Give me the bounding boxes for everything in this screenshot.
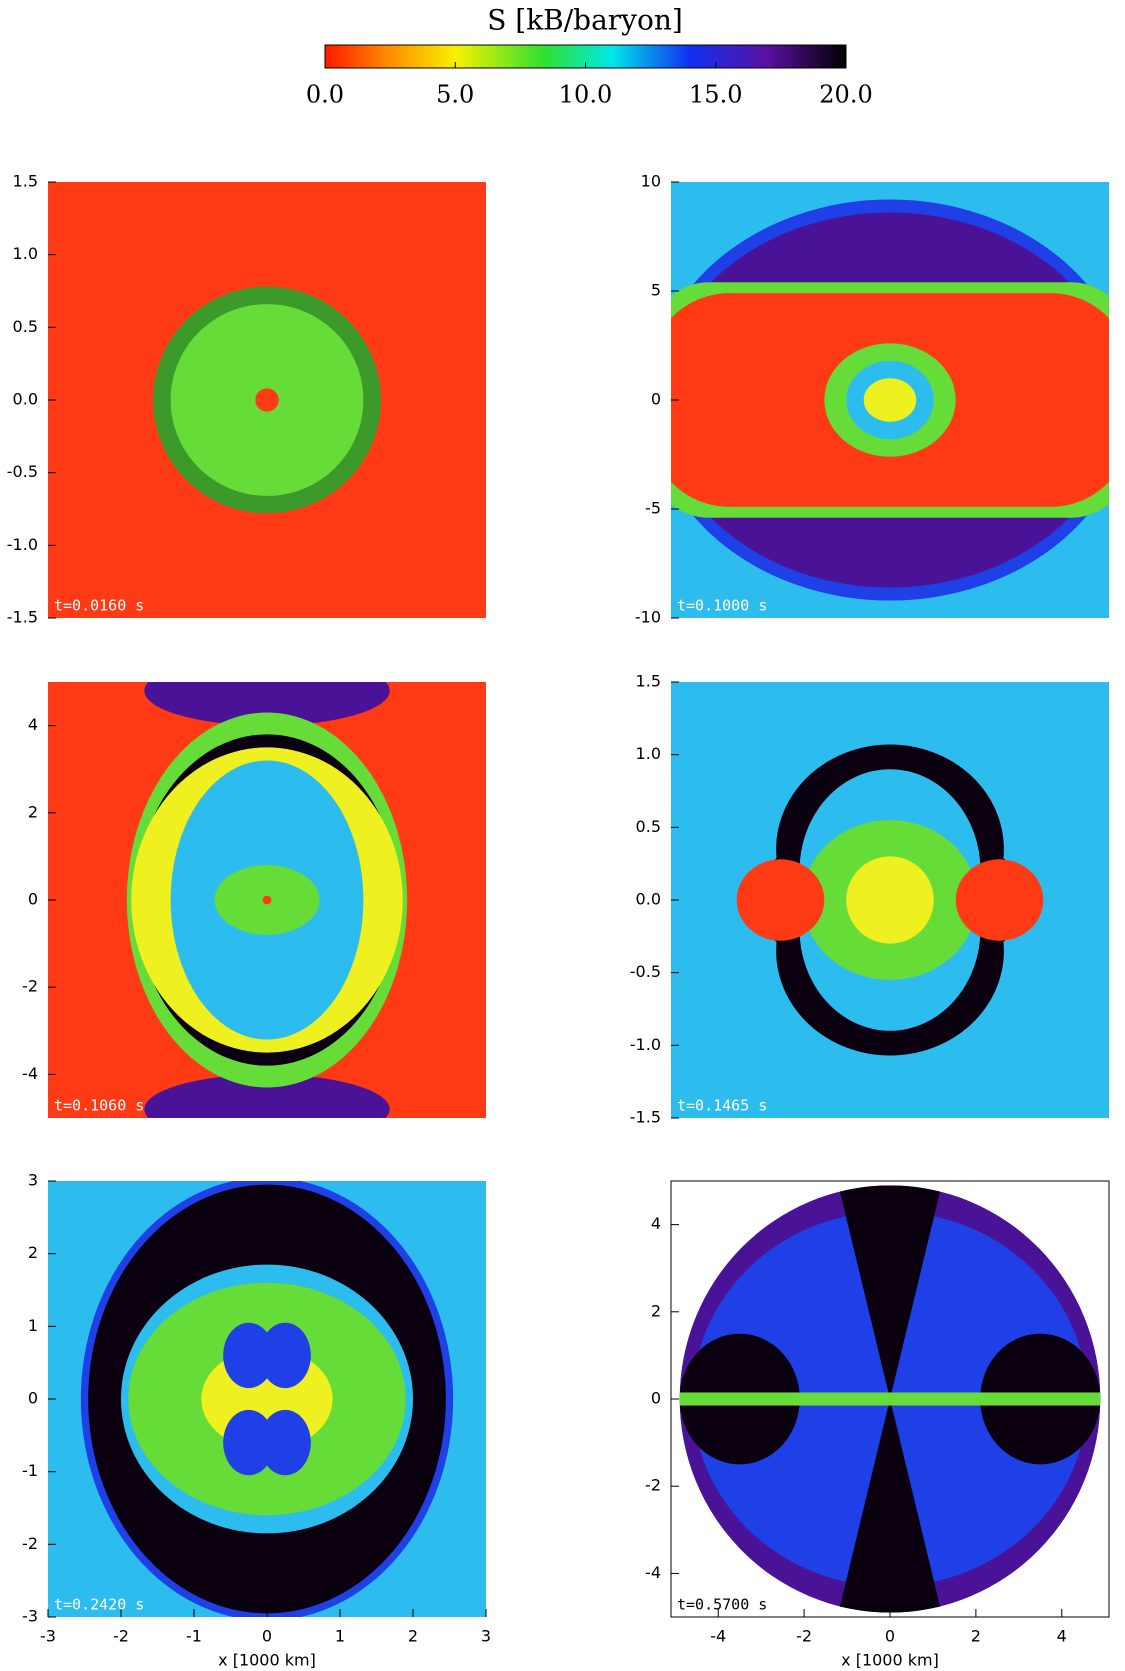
panel-heatmap xyxy=(48,182,486,618)
field-region xyxy=(144,1074,390,1118)
colorbar-tick-label: 10.0 xyxy=(559,81,612,109)
y-tick-label: 0 xyxy=(28,890,38,909)
time-label: t=0.1060 s xyxy=(54,1097,144,1115)
x-tick-label: -2 xyxy=(113,1627,129,1646)
x-tick-label: -1 xyxy=(186,1627,202,1646)
x-tick-label: -2 xyxy=(796,1627,812,1646)
y-tick-label: 2 xyxy=(651,1301,661,1320)
y-tick-label: -2 xyxy=(22,1534,38,1553)
y-tick-label: -3 xyxy=(22,1607,38,1626)
y-tick-label: 2 xyxy=(28,1243,38,1262)
y-tick-label: 3 xyxy=(28,1171,38,1190)
y-tick-label: 1.5 xyxy=(636,672,661,691)
y-tick-label: 0 xyxy=(28,1389,38,1408)
panel-heatmap xyxy=(679,1185,1101,1613)
time-label: t=0.1000 s xyxy=(677,597,767,615)
y-tick-label: 10 xyxy=(641,172,661,191)
y-tick-label: -1.0 xyxy=(630,1035,661,1054)
x-tick-label: -4 xyxy=(710,1627,726,1646)
y-tick-label: -1.0 xyxy=(7,535,38,554)
y-tick-label: 4 xyxy=(28,715,38,734)
y-tick-label: 0 xyxy=(651,1389,661,1408)
y-tick-label: 0.0 xyxy=(636,890,661,909)
field-region xyxy=(736,859,825,941)
colorbar-tick-label: 0.0 xyxy=(306,81,344,109)
field-region xyxy=(259,1322,311,1389)
field-region xyxy=(223,1322,275,1389)
x-tick-label: 4 xyxy=(1057,1627,1067,1646)
x-tick-label: 1 xyxy=(335,1627,345,1646)
panel-heatmap xyxy=(671,682,1109,1118)
field-region xyxy=(144,682,390,726)
field-region xyxy=(846,856,934,944)
y-tick-label: -10 xyxy=(635,608,661,627)
x-tick-label: -3 xyxy=(40,1627,56,1646)
panel-heatmap xyxy=(48,1181,486,1617)
colorbar-tick-label: 20.0 xyxy=(819,81,872,109)
field-region xyxy=(863,378,917,422)
y-tick-label: 0.5 xyxy=(13,317,38,336)
y-tick-label: 4 xyxy=(651,1214,661,1233)
y-tick-label: 1.0 xyxy=(13,244,38,263)
panel-heatmap xyxy=(671,182,1109,618)
x-tick-label: 2 xyxy=(971,1627,981,1646)
y-tick-label: -4 xyxy=(645,1563,661,1582)
x-tick-label: 0 xyxy=(262,1627,272,1646)
y-tick-label: 1.5 xyxy=(13,172,38,191)
x-tick-label: 3 xyxy=(481,1627,491,1646)
y-tick-label: -4 xyxy=(22,1064,38,1083)
y-tick-label: -2 xyxy=(22,977,38,996)
y-tick-label: -0.5 xyxy=(630,962,661,981)
x-tick-label: 0 xyxy=(885,1627,895,1646)
colorbar-tick-label: 5.0 xyxy=(436,81,474,109)
time-label: t=0.2420 s xyxy=(54,1596,144,1614)
field-region xyxy=(262,895,272,905)
y-tick-label: 0.0 xyxy=(13,390,38,409)
time-label: t=0.5700 s xyxy=(677,1596,767,1614)
y-tick-label: 0 xyxy=(651,390,661,409)
x-axis-label: x [1000 km] xyxy=(841,1651,939,1670)
x-axis-label: x [1000 km] xyxy=(218,1651,316,1670)
y-tick-label: 1.0 xyxy=(636,744,661,763)
x-tick-label: 2 xyxy=(408,1627,418,1646)
y-tick-label: -1 xyxy=(22,1461,38,1480)
colorbar-tick-label: 15.0 xyxy=(689,81,742,109)
y-tick-label: 1 xyxy=(28,1316,38,1335)
y-tick-label: 5 xyxy=(651,281,661,300)
colorbar-title: S [kB/baryon] xyxy=(487,4,683,37)
field-region xyxy=(679,1392,1101,1406)
y-tick-label: -1.5 xyxy=(7,608,38,627)
y-tick-label: -1.5 xyxy=(630,1108,661,1127)
y-tick-label: 2 xyxy=(28,802,38,821)
field-region xyxy=(223,1409,275,1476)
y-tick-label: -2 xyxy=(645,1476,661,1495)
time-label: t=0.1465 s xyxy=(677,1097,767,1115)
y-tick-label: 0.5 xyxy=(636,817,661,836)
field-region xyxy=(255,388,279,412)
panel-heatmap xyxy=(48,682,486,1118)
y-tick-label: -5 xyxy=(645,499,661,518)
y-tick-label: -0.5 xyxy=(7,462,38,481)
field-region xyxy=(955,859,1044,941)
field-region xyxy=(259,1409,311,1476)
time-label: t=0.0160 s xyxy=(54,597,144,615)
